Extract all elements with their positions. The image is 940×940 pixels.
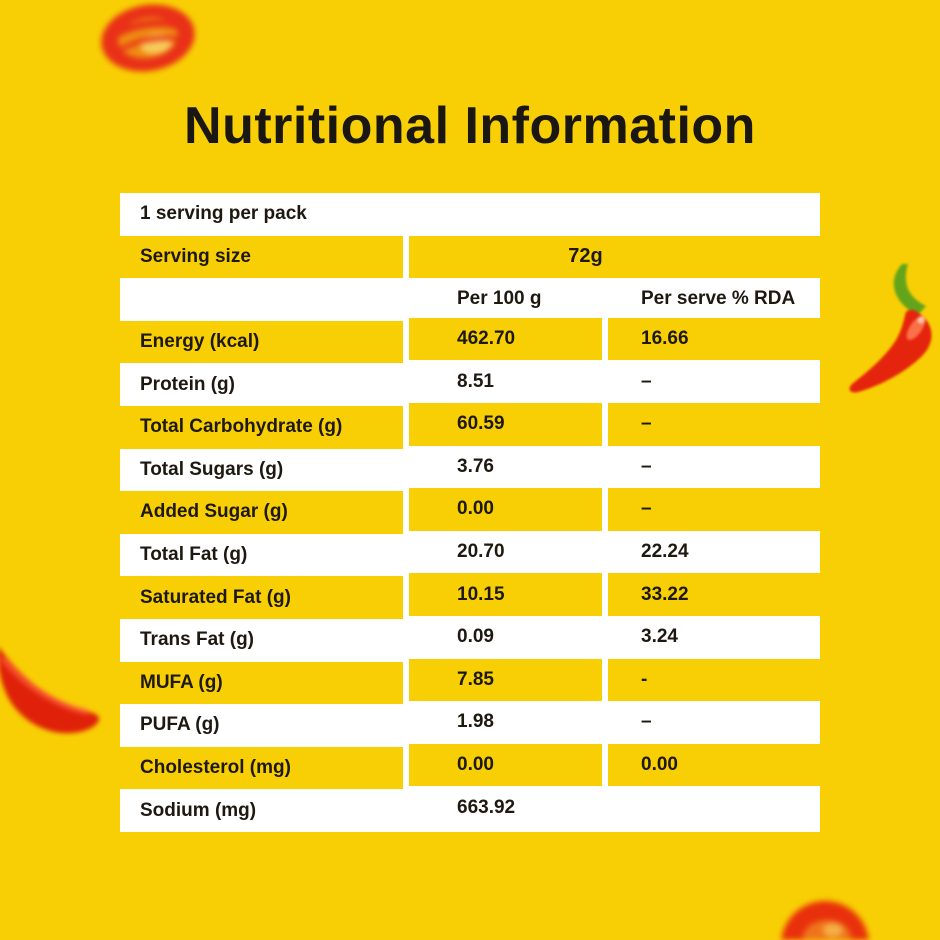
per-100g-value: 8.51 xyxy=(457,370,494,392)
table-row: Trans Fat (g) 0.09 3.24 xyxy=(120,618,820,662)
table-row: Total Fat (g) 20.70 22.24 xyxy=(120,533,820,577)
table-row: Energy (kcal) 462.70 16.66 xyxy=(120,317,820,364)
page-title: Nutritional Information xyxy=(184,97,756,155)
per-serve-rda-value: 16.66 xyxy=(608,317,820,361)
per-serve-rda-value xyxy=(608,786,820,829)
nutrient-label: Energy (kcal) xyxy=(120,320,403,364)
serving-size-row: Serving size 72g xyxy=(120,235,820,279)
per-100g-value: 1.98 xyxy=(457,711,494,733)
nutrient-label: Sodium (mg) xyxy=(140,799,257,821)
column-header-row: Per 100 g Per serve % RDA xyxy=(120,278,820,321)
per-100g-value: 663.92 xyxy=(457,796,516,818)
nutrition-table: 1 serving per pack Serving size 72g Per … xyxy=(120,193,820,832)
per-100g-value: 10.15 xyxy=(409,573,602,616)
nutrient-label: Saturated Fat (g) xyxy=(120,576,403,619)
per-100g-value: 60.59 xyxy=(409,402,602,446)
per-serve-rda-value: – xyxy=(608,488,820,531)
per-100g-value: 0.00 xyxy=(409,743,602,787)
per-serve-rda-value: 33.22 xyxy=(608,573,820,616)
per-serve-rda-value: 22.24 xyxy=(641,541,689,563)
nutrient-label: Total Sugars (g) xyxy=(140,458,284,480)
chili-slice-top-left-icon xyxy=(101,4,195,72)
nutrient-label: Protein (g) xyxy=(140,373,235,395)
per-100g-value: 0.09 xyxy=(457,626,494,648)
chili-pepper-right-icon xyxy=(849,264,932,393)
serving-size-label: Serving size xyxy=(120,235,403,279)
nutrient-label: Cholesterol (mg) xyxy=(120,746,403,790)
table-row: Sodium (mg) 663.92 xyxy=(120,789,820,832)
table-row: MUFA (g) 7.85 - xyxy=(120,658,820,705)
per-serve-rda-value: – xyxy=(608,402,820,446)
per-serve-rda-value: 3.24 xyxy=(641,626,678,648)
chili-slice-bottom-right-icon xyxy=(781,901,869,940)
table-row: Cholesterol (mg) 0.00 0.00 xyxy=(120,743,820,790)
col-header-per-100g: Per 100 g xyxy=(457,288,542,310)
col-header-per-serve-rda: Per serve % RDA xyxy=(641,288,796,310)
nutrient-rows-container: Energy (kcal) 462.70 16.66 Protein (g) 8… xyxy=(120,317,820,832)
per-100g-value: 3.76 xyxy=(457,455,494,477)
table-row: PUFA (g) 1.98 – xyxy=(120,704,820,747)
per-100g-value: 20.70 xyxy=(457,541,505,563)
per-100g-value: 0.00 xyxy=(409,488,602,531)
table-row: Total Sugars (g) 3.76 – xyxy=(120,448,820,492)
chili-pepper-left-icon xyxy=(0,648,100,734)
servings-per-pack-note: 1 serving per pack xyxy=(140,203,307,225)
per-100g-value: 7.85 xyxy=(409,658,602,702)
per-serve-rda-value: – xyxy=(641,370,652,392)
table-row: Saturated Fat (g) 10.15 33.22 xyxy=(120,573,820,619)
nutrient-label: Total Fat (g) xyxy=(140,544,248,566)
nutrient-label: PUFA (g) xyxy=(140,714,220,736)
nutrient-label: MUFA (g) xyxy=(120,661,403,705)
per-serve-rda-value: - xyxy=(608,658,820,702)
serving-size-value: 72g xyxy=(409,235,820,279)
nutrient-label: Added Sugar (g) xyxy=(120,491,403,534)
per-serve-rda-value: – xyxy=(641,711,652,733)
table-row: Total Carbohydrate (g) 60.59 – xyxy=(120,402,820,449)
nutrient-label: Trans Fat (g) xyxy=(140,629,255,651)
empty-header-cell xyxy=(120,278,403,321)
table-row: Protein (g) 8.51 – xyxy=(120,363,820,406)
per-serve-rda-value: 0.00 xyxy=(608,743,820,787)
table-row: Added Sugar (g) 0.00 – xyxy=(120,488,820,534)
nutrient-label: Total Carbohydrate (g) xyxy=(120,405,403,449)
per-100g-value: 462.70 xyxy=(409,317,602,361)
per-serve-rda-value: – xyxy=(641,455,652,477)
servings-per-pack-row: 1 serving per pack xyxy=(120,193,820,236)
